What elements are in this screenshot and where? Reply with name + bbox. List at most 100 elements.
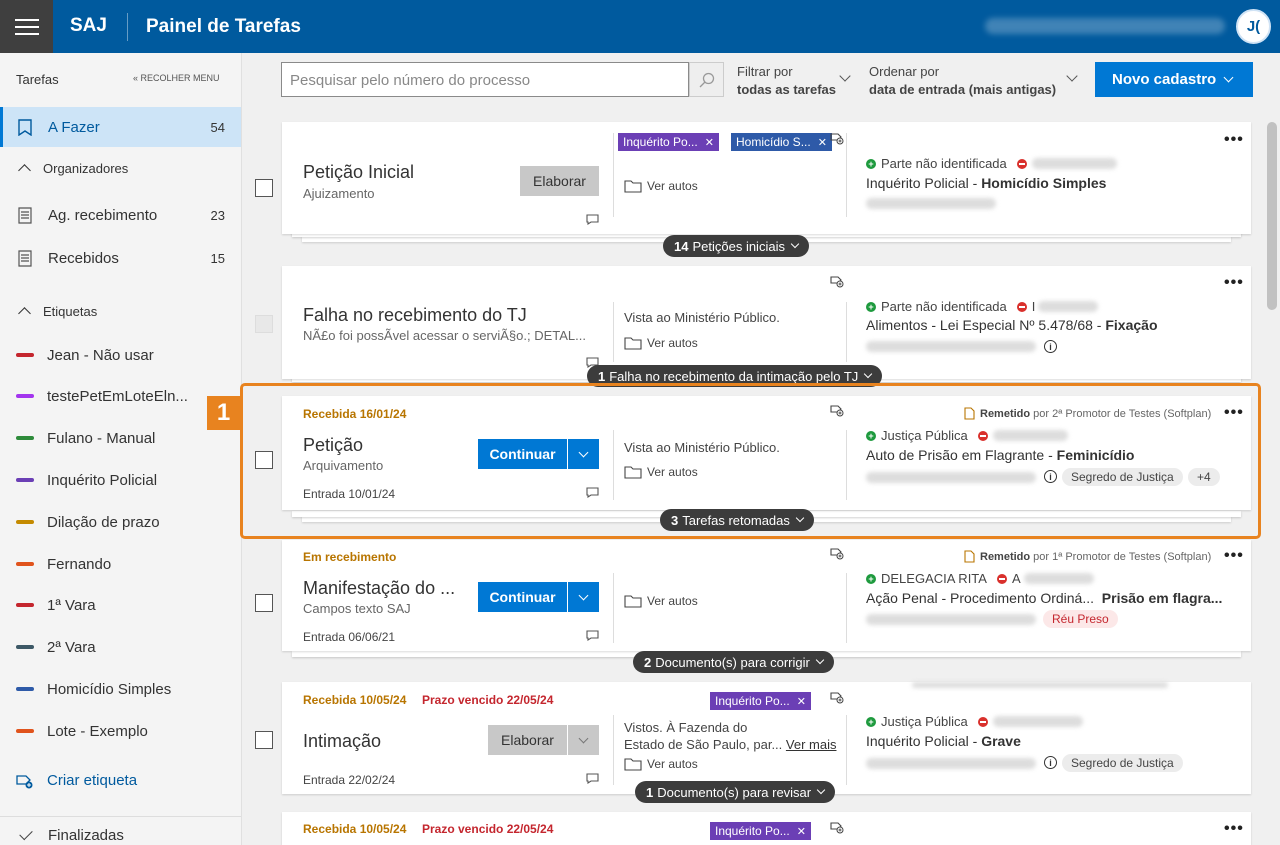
continue-options-button[interactable] [568, 439, 599, 469]
sidebar-tag-item[interactable]: testePetEmLoteEln... [16, 386, 188, 406]
sidebar-item-awaiting[interactable]: Ag. recebimento 23 [0, 195, 241, 235]
chevron-down-icon [816, 785, 826, 795]
avatar[interactable]: J( [1236, 9, 1271, 44]
more-options-icon[interactable]: ••• [1224, 820, 1244, 837]
tag-color-swatch [16, 353, 34, 357]
stack-shadow [292, 231, 1241, 237]
comment-icon[interactable] [586, 487, 599, 498]
task-entry-date: Entrada 06/06/21 [303, 630, 396, 644]
task-checkbox[interactable] [255, 179, 273, 197]
sidebar-item-finalized[interactable]: Finalizadas [0, 816, 241, 845]
sidebar-tag-item[interactable]: Jean - Não usar [16, 345, 154, 365]
more-options-icon[interactable]: ••• [1224, 274, 1244, 291]
sidebar-tag-item[interactable]: Homicídio Simples [16, 679, 171, 699]
comment-icon[interactable] [586, 773, 599, 784]
minus-icon [977, 716, 988, 727]
collapse-menu-label: RECOLHER MENU [140, 73, 220, 83]
close-icon[interactable]: ✕ [796, 695, 806, 708]
sidebar-tag-item[interactable]: Lote - Exemplo [16, 721, 148, 741]
search-button[interactable] [689, 62, 724, 97]
comment-icon[interactable] [586, 630, 599, 641]
continue-options-button[interactable] [568, 582, 599, 612]
collapse-menu-button[interactable]: « RECOLHER MENU [133, 73, 220, 83]
continue-button[interactable]: Continuar [478, 439, 567, 469]
view-case-link[interactable]: Ver autos [624, 179, 698, 193]
tag-add-icon[interactable] [830, 133, 844, 145]
see-more-link[interactable]: Ver mais [785, 737, 837, 752]
group-expand-button[interactable]: 2 Documento(s) para corrigir [633, 651, 834, 673]
hamburger-menu-icon[interactable] [0, 0, 53, 53]
column-divider [613, 302, 614, 362]
scrollbar-thumb[interactable] [1267, 122, 1277, 310]
more-tags-badge[interactable]: +4 [1188, 468, 1220, 486]
tags-section-toggle[interactable]: Etiquetas [18, 304, 97, 320]
organizers-section-toggle[interactable]: Organizadores [18, 161, 128, 177]
tag-add-icon[interactable] [830, 405, 844, 417]
chevron-down-icon [790, 239, 800, 249]
sidebar-tag-item[interactable]: Inquérito Policial [16, 470, 157, 490]
tag-add-icon[interactable] [830, 822, 844, 834]
task-checkbox[interactable] [255, 451, 273, 469]
view-case-link[interactable]: Ver autos [624, 594, 698, 608]
brand-logo[interactable]: SAJ [70, 15, 107, 36]
continue-button[interactable]: Continuar [478, 582, 567, 612]
task-card[interactable] [282, 396, 1251, 510]
comment-icon[interactable] [586, 214, 599, 225]
sidebar-tag-item[interactable]: 2ª Vara [16, 637, 96, 657]
group-expand-button[interactable]: 3 Tarefas retomadas [660, 509, 814, 531]
task-checkbox[interactable] [255, 594, 273, 612]
sidebar-item-received[interactable]: Recebidos 15 [0, 238, 241, 278]
sidebar-tag-item[interactable]: Dilação de prazo [16, 512, 160, 532]
order-label: Ordenar por [869, 64, 940, 79]
group-expand-button[interactable]: 1 Falha no recebimento da intimação pelo … [587, 365, 883, 387]
info-icon[interactable]: i [1044, 470, 1057, 483]
create-tag-link[interactable]: Criar etiqueta [16, 772, 137, 789]
view-case-link[interactable]: Ver autos [624, 757, 698, 771]
document-icon [18, 206, 32, 224]
sidebar-tag-item[interactable]: 1ª Vara [16, 595, 96, 615]
info-icon[interactable]: i [1044, 756, 1057, 769]
task-card[interactable] [282, 540, 1251, 651]
more-options-icon[interactable]: ••• [1224, 131, 1244, 148]
redacted-text [1038, 301, 1099, 312]
more-options-icon[interactable]: ••• [1224, 547, 1244, 564]
sidebar-tag-item[interactable]: Fulano - Manual [16, 428, 155, 448]
comment-icon[interactable] [586, 357, 599, 368]
elaborate-options-button[interactable] [568, 725, 599, 755]
party-name: Parte não identificada [881, 156, 1007, 171]
chevron-down-icon[interactable] [1066, 70, 1078, 82]
sidebar-item-todo[interactable]: A Fazer 54 [0, 107, 241, 147]
tag-chip[interactable]: Inquérito Po... ✕ [618, 133, 719, 151]
elaborate-button[interactable]: Elaborar [488, 725, 567, 755]
tag-add-icon[interactable] [830, 276, 844, 288]
defendant-arrested-badge: Réu Preso [1043, 610, 1118, 628]
new-registration-button[interactable]: Novo cadastro [1095, 62, 1253, 97]
tag-chip[interactable]: Inquérito Po... ✕ [710, 692, 811, 710]
sidebar-tag-item[interactable]: Fernando [16, 554, 111, 574]
more-options-icon[interactable]: ••• [1224, 404, 1244, 421]
task-card[interactable] [282, 266, 1251, 379]
filter-dropdown[interactable]: Filtrar por todas as tarefas [737, 63, 836, 99]
elaborate-button[interactable]: Elaborar [520, 166, 599, 196]
tag-chip[interactable]: Inquérito Po... ✕ [710, 822, 811, 840]
group-expand-button[interactable]: 14 Petições iniciais [663, 235, 809, 257]
group-expand-button[interactable]: 1 Documento(s) para revisar [635, 781, 836, 803]
close-icon[interactable]: ✕ [796, 825, 806, 838]
case-subject: Prisão em flagra... [1101, 590, 1223, 606]
info-icon[interactable]: i [1044, 340, 1057, 353]
close-icon[interactable]: ✕ [704, 136, 714, 149]
redacted-text [866, 198, 996, 209]
redacted-text [992, 716, 1083, 727]
order-dropdown[interactable]: Ordenar por data de entrada (mais antiga… [869, 63, 1056, 99]
tag-chip[interactable]: Homicídio S... ✕ [731, 133, 832, 151]
tag-add-icon[interactable] [830, 548, 844, 560]
case-class-line: Inquérito Policial - Grave [866, 733, 1021, 749]
group-count: 3 [671, 512, 679, 528]
close-icon[interactable]: ✕ [817, 136, 827, 149]
view-case-link[interactable]: Ver autos [624, 336, 698, 350]
tag-add-icon[interactable] [830, 692, 844, 704]
view-case-link[interactable]: Ver autos [624, 465, 698, 479]
task-checkbox[interactable] [255, 731, 273, 749]
chevron-down-icon[interactable] [839, 70, 851, 82]
search-input[interactable]: Pesquisar pelo número do processo [281, 62, 689, 97]
